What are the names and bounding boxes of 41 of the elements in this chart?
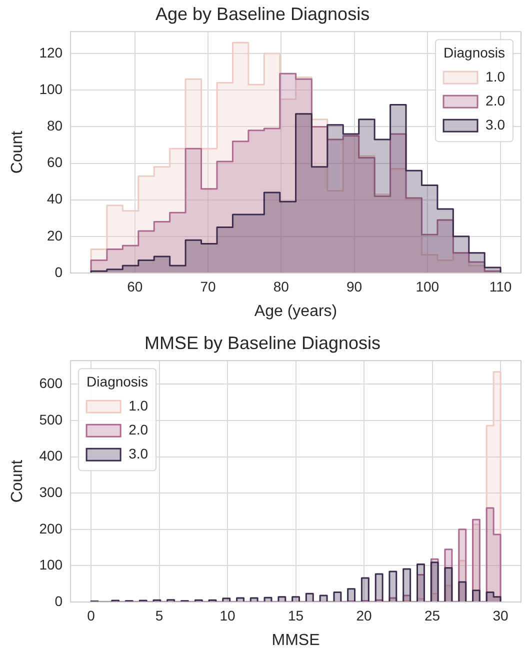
legend-title: Diagnosis xyxy=(86,373,148,390)
y-axis-title: Count xyxy=(9,130,26,174)
x-tick-label: 110 xyxy=(489,278,512,294)
legend-label: 2.0 xyxy=(128,421,148,438)
chart-title: Age by Baseline Diagnosis xyxy=(155,4,370,24)
x-tick-label: 0 xyxy=(87,607,96,624)
x-tick-label: 25 xyxy=(424,607,440,624)
y-tick-label: 300 xyxy=(39,484,63,500)
x-tick-label: 10 xyxy=(220,607,236,624)
x-tick-label: 60 xyxy=(127,278,143,294)
y-tick-label: 200 xyxy=(39,520,63,536)
legend-label: 2.0 xyxy=(486,92,506,108)
y-tick-label: 20 xyxy=(46,227,63,244)
y-tick-label: 80 xyxy=(46,118,63,134)
y-tick-label: 40 xyxy=(46,190,63,207)
y-tick-label: 500 xyxy=(39,411,63,428)
x-tick-label: 90 xyxy=(346,278,362,294)
x-tick-label: 100 xyxy=(416,278,440,294)
x-axis-title: Age (years) xyxy=(254,302,338,320)
y-tick-label: 100 xyxy=(39,80,63,97)
legend-title: Diagnosis xyxy=(444,44,506,60)
y-tick-label: 600 xyxy=(39,375,63,392)
x-axis-title: MMSE xyxy=(272,632,320,649)
x-tick-label: 70 xyxy=(200,278,216,294)
y-tick-label: 0 xyxy=(54,592,63,609)
legend-label: 3.0 xyxy=(486,116,506,132)
chart-title: MMSE by Baseline Diagnosis xyxy=(144,332,381,353)
legend-label: 3.0 xyxy=(128,445,148,462)
x-tick-label: 5 xyxy=(155,607,164,624)
y-tick-label: 60 xyxy=(46,154,63,170)
y-tick-label: 0 xyxy=(54,264,63,280)
y-tick-label: 400 xyxy=(39,448,63,464)
legend-label: 1.0 xyxy=(128,397,148,414)
y-axis-title: Count xyxy=(9,459,26,503)
x-tick-label: 15 xyxy=(288,607,304,624)
x-tick-label: 30 xyxy=(492,607,509,624)
legend-label: 1.0 xyxy=(486,68,506,84)
y-tick-label: 100 xyxy=(39,556,63,573)
y-tick-label: 120 xyxy=(39,44,63,60)
x-tick-label: 20 xyxy=(356,607,372,624)
x-tick-label: 80 xyxy=(273,278,290,294)
